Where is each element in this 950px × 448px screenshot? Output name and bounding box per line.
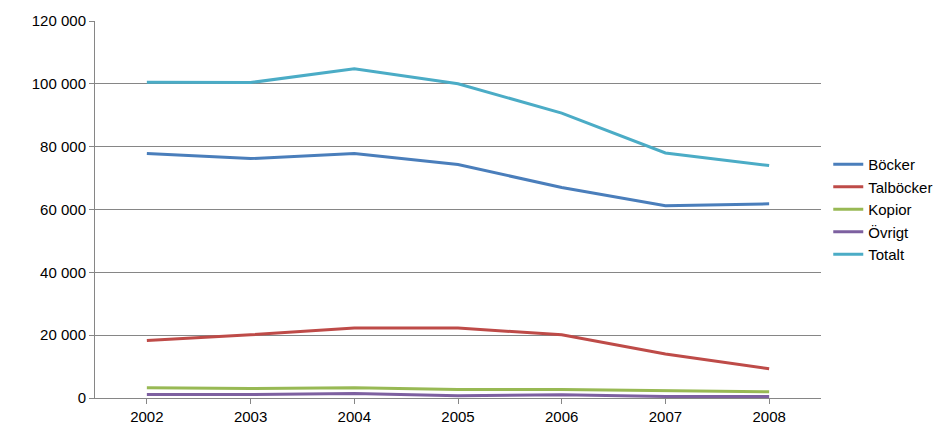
svg-text:0: 0 xyxy=(78,389,86,406)
svg-text:Böcker: Böcker xyxy=(868,156,915,173)
svg-text:Talböcker: Talböcker xyxy=(868,179,932,196)
svg-text:2006: 2006 xyxy=(545,408,578,425)
svg-text:20 000: 20 000 xyxy=(40,326,86,343)
svg-text:2004: 2004 xyxy=(338,408,371,425)
svg-text:100 000: 100 000 xyxy=(32,75,86,92)
svg-text:Kopior: Kopior xyxy=(868,201,911,218)
svg-text:Totalt: Totalt xyxy=(868,246,905,263)
svg-text:120 000: 120 000 xyxy=(32,12,86,29)
svg-text:2003: 2003 xyxy=(234,408,267,425)
svg-text:60 000: 60 000 xyxy=(40,201,86,218)
svg-text:40 000: 40 000 xyxy=(40,264,86,281)
svg-text:80 000: 80 000 xyxy=(40,138,86,155)
svg-text:2008: 2008 xyxy=(752,408,785,425)
svg-text:2002: 2002 xyxy=(130,408,163,425)
svg-text:Övrigt: Övrigt xyxy=(868,224,909,241)
svg-text:2005: 2005 xyxy=(441,408,474,425)
svg-text:2007: 2007 xyxy=(649,408,682,425)
